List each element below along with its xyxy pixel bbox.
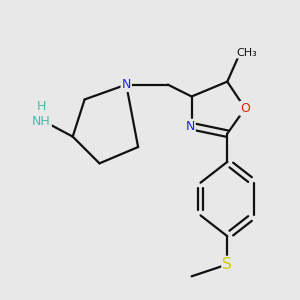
Text: NH: NH — [32, 115, 51, 128]
Text: H: H — [37, 100, 46, 113]
Text: O: O — [240, 102, 250, 115]
Text: N: N — [185, 120, 195, 133]
Text: S: S — [222, 257, 232, 272]
Text: CH₃: CH₃ — [236, 47, 257, 58]
Text: N: N — [122, 78, 131, 91]
